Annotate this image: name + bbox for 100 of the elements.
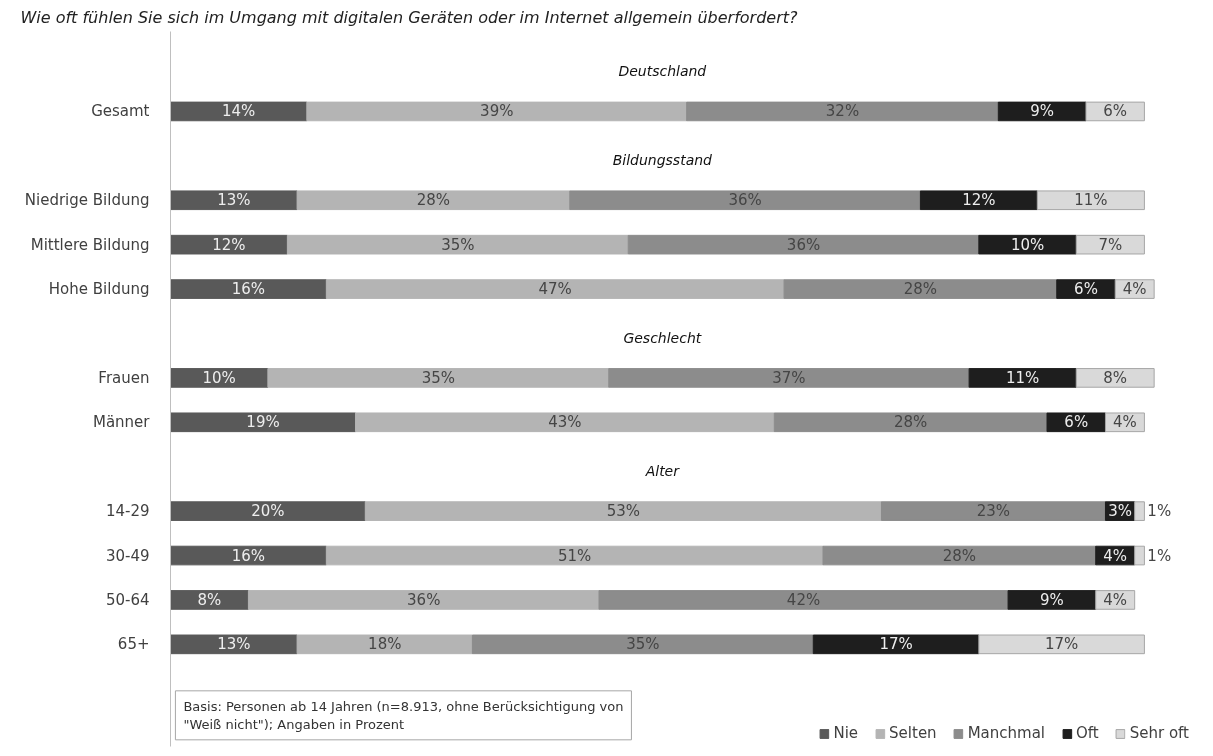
legend-label: Sehr oft — [1129, 724, 1189, 742]
data-label: 16% — [231, 280, 266, 299]
data-label: 17% — [879, 635, 913, 654]
data-label: 13% — [217, 191, 251, 210]
bar — [569, 190, 921, 211]
bar — [627, 234, 980, 255]
bar — [1134, 545, 1145, 566]
data-label: 4% — [1113, 413, 1137, 432]
bar — [812, 634, 980, 655]
y-tick-label: 65+ — [117, 635, 150, 654]
bar — [296, 190, 571, 211]
data-label: 8% — [197, 590, 222, 609]
y-tick-label: Mittlere Bildung — [30, 235, 150, 254]
data-label: 4% — [1103, 590, 1128, 609]
data-label: 19% — [246, 413, 280, 432]
data-label: 1% — [1147, 502, 1172, 521]
bar — [286, 234, 629, 255]
data-label: 47% — [538, 280, 572, 299]
legend-label: Manchmal — [967, 724, 1045, 742]
data-label: 9% — [1039, 590, 1064, 609]
data-label: 1% — [1147, 546, 1172, 565]
bar — [919, 190, 1038, 211]
data-label: 36% — [407, 590, 441, 609]
y-tick-label: Niedrige Bildung — [24, 191, 150, 210]
data-label: 43% — [548, 413, 582, 432]
y-tick-label: Frauen — [98, 368, 150, 387]
legend-label: Selten — [889, 724, 937, 742]
bar — [1007, 590, 1097, 610]
bar — [471, 634, 814, 655]
bar — [608, 368, 970, 388]
data-label: 10% — [1010, 235, 1045, 254]
chart-title: Wie oft fühlen Sie sich im Umgang mit digitalen Geräten oder im Internet allgemein überfordert? — [20, 7, 798, 27]
annotation: Alter — [644, 463, 681, 480]
data-label: 9% — [1030, 102, 1055, 121]
data-label: 14% — [222, 102, 256, 121]
data-label: 8% — [1103, 368, 1128, 387]
data-label: 12% — [962, 191, 996, 210]
data-label: 35% — [441, 235, 475, 254]
bar — [364, 501, 882, 521]
y-tick-label: Hohe Bildung — [48, 280, 150, 299]
bar — [1075, 234, 1145, 255]
y-tick-label: 50-64 — [105, 590, 150, 609]
data-label: 28% — [894, 413, 928, 432]
bar — [978, 634, 1145, 655]
data-label: 11% — [1006, 368, 1040, 387]
bar — [686, 101, 999, 122]
data-label: 28% — [416, 191, 451, 210]
data-label: 32% — [825, 102, 860, 121]
legend-label: Oft — [1076, 724, 1099, 742]
y-tick-label: 30-49 — [105, 546, 150, 565]
bar — [170, 279, 327, 299]
bar — [1036, 190, 1145, 211]
data-label: 35% — [421, 368, 455, 387]
data-label: 3% — [1108, 502, 1132, 521]
bar — [1134, 501, 1145, 521]
bar — [978, 234, 1077, 255]
bar — [325, 545, 824, 566]
bar — [822, 545, 1097, 566]
y-tick-label: 14-29 — [105, 502, 150, 521]
data-label: 18% — [368, 635, 402, 654]
data-label: 36% — [728, 191, 762, 210]
data-label: 36% — [786, 235, 821, 254]
bar — [170, 234, 288, 255]
data-label: 39% — [480, 102, 514, 121]
bar — [170, 101, 308, 122]
data-label: 51% — [558, 546, 592, 565]
y-tick-label: Gesamt — [91, 102, 150, 121]
annotation: Deutschland — [618, 63, 707, 80]
data-label: 4% — [1122, 280, 1147, 299]
data-label: 28% — [903, 280, 938, 299]
data-label: 20% — [251, 502, 285, 521]
data-label: 6% — [1103, 102, 1128, 121]
bar — [968, 368, 1077, 388]
data-label: 35% — [626, 635, 660, 654]
bar — [783, 279, 1058, 299]
text: Basis: Personen ab 14 Jahren (n=8.913, ohne Berücksichtigung von "Weiß nicht"); Angaben in Prozent — [183, 698, 624, 732]
legend-label: Nie — [833, 724, 859, 742]
data-label: 12% — [212, 235, 246, 254]
data-label: 23% — [976, 502, 1011, 521]
annotation: Geschlecht — [623, 329, 702, 346]
bar — [325, 279, 785, 299]
bar — [997, 101, 1087, 122]
bar — [247, 590, 600, 610]
bar — [355, 412, 775, 433]
bar — [170, 190, 298, 211]
bar — [170, 634, 298, 655]
data-label: 16% — [231, 546, 266, 565]
data-label: 7% — [1098, 235, 1123, 254]
data-label: 42% — [786, 590, 821, 609]
bar — [170, 501, 366, 521]
data-label: 4% — [1103, 546, 1128, 565]
bar — [267, 368, 610, 388]
bar — [306, 101, 688, 122]
data-label: 10% — [202, 368, 236, 387]
data-label: 13% — [217, 635, 251, 654]
data-label: 17% — [1044, 635, 1079, 654]
bar — [598, 590, 1009, 610]
bar — [1075, 368, 1155, 388]
bar — [170, 545, 327, 566]
y-tick-label: Männer — [92, 413, 151, 432]
